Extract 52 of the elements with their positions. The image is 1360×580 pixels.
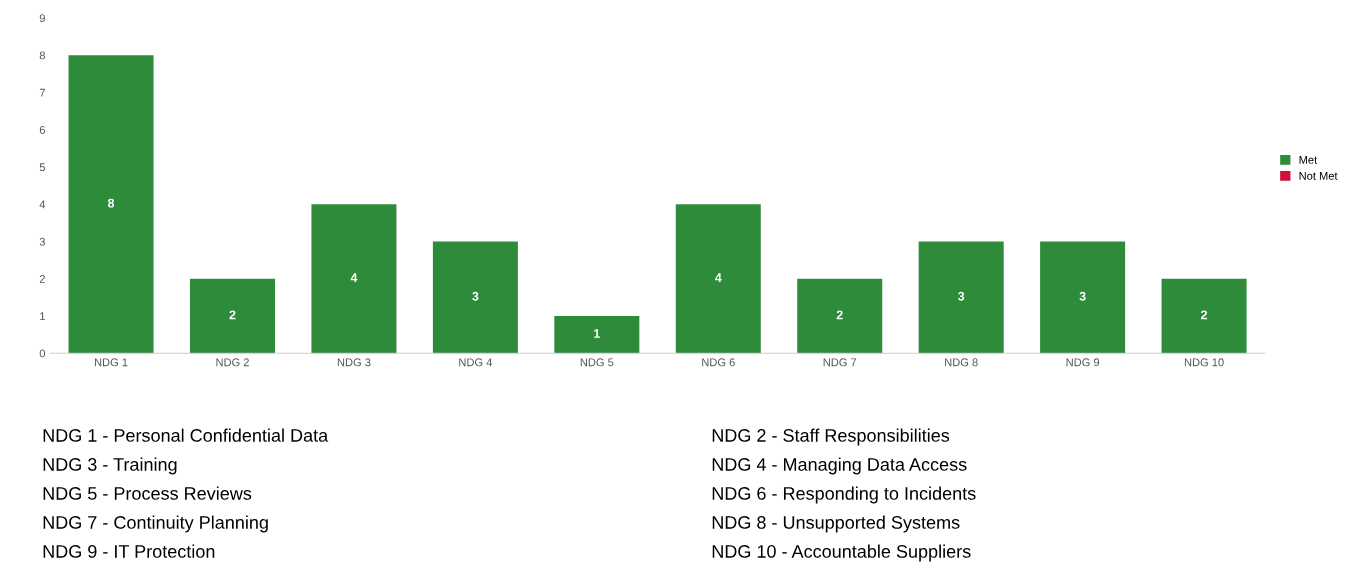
bar: [189, 278, 275, 354]
y-tick-label: 6: [39, 125, 45, 134]
data-label: 2: [1201, 310, 1208, 320]
x-tick-label: NDG 4: [459, 358, 493, 367]
legend-label: Not Met: [1299, 172, 1338, 180]
bar: [797, 278, 883, 354]
data-label: 8: [107, 198, 115, 208]
bar: [311, 204, 397, 354]
x-tick-label: NDG 1: [94, 358, 128, 367]
x-tick-label: NDG 2: [216, 358, 249, 367]
y-tick-label: 7: [39, 88, 45, 97]
legend-label: Met: [1299, 156, 1318, 164]
data-label: 3: [1079, 291, 1086, 301]
text: NDG 3 - Training: [43, 457, 177, 475]
y-tick-label: 0: [39, 349, 46, 358]
bar: [68, 55, 154, 354]
x-tick-label: NDG 8: [945, 358, 978, 367]
data-label: 3: [957, 291, 965, 301]
data-label: 2: [836, 310, 843, 320]
y-tick-label: 1: [40, 312, 45, 320]
bar: [918, 241, 1004, 354]
y-tick-label: 8: [39, 51, 45, 60]
data-label: 2: [229, 310, 236, 320]
data-label: 1: [594, 329, 600, 338]
x-tick-label: NDG 7: [823, 358, 857, 367]
bar: [1161, 278, 1247, 354]
bar: [432, 241, 518, 354]
y-tick-label: 5: [39, 163, 45, 172]
bar: [1040, 241, 1126, 354]
x-tick-label: NDG 3: [337, 358, 371, 367]
x-tick-label: NDG 9: [1066, 358, 1100, 367]
text: NDG 1 - Personal Confidential Data: [43, 428, 329, 442]
text: NDG 5 - Process Reviews: [43, 486, 252, 500]
y-tick-label: 4: [39, 200, 46, 209]
data-label: 4: [350, 273, 358, 282]
x-tick-label: NDG 5: [580, 358, 614, 367]
data-label: 4: [715, 273, 722, 282]
y-tick-label: 3: [39, 237, 45, 246]
text: NDG 6 - Responding to Incidents: [712, 486, 976, 504]
text: NDG 7 - Continuity Planning: [43, 515, 268, 533]
y-tick-label: 2: [39, 274, 45, 283]
text: NDG 8 - Unsupported Systems: [712, 515, 960, 533]
text: NDG 10 - Accountable Suppliers: [712, 544, 971, 562]
y-tick-label: 9: [39, 14, 45, 23]
text: NDG 9 - IT Protection: [43, 544, 215, 558]
bar: [554, 315, 640, 354]
x-tick-label: NDG 6: [702, 358, 735, 367]
x-tick-label: NDG 10: [1184, 358, 1224, 367]
data-label: 3: [472, 291, 479, 301]
bar: [675, 204, 761, 354]
text: NDG 4 - Managing Data Access: [712, 457, 967, 475]
text: NDG 2 - Staff Responsibilities: [712, 428, 950, 446]
